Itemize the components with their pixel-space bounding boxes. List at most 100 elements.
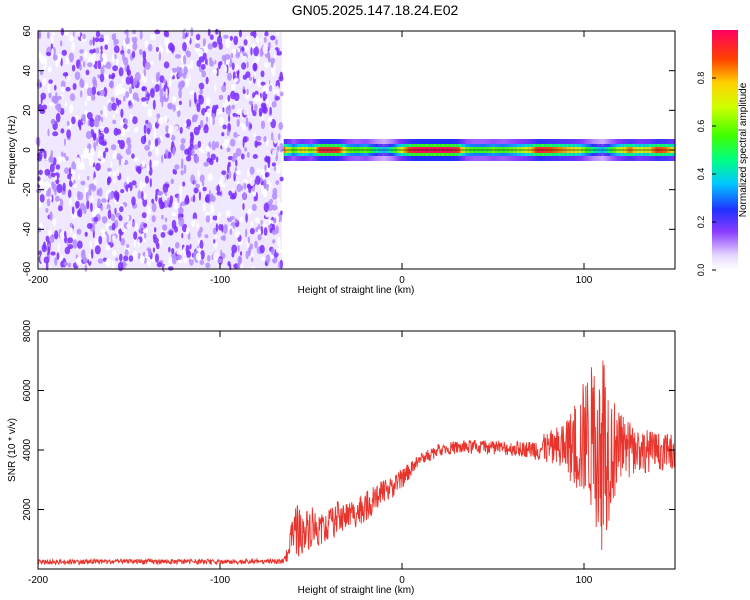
noise-blob (51, 194, 54, 203)
noise-blob (95, 136, 99, 147)
noise-blob (231, 104, 236, 110)
noise-blob (123, 95, 126, 102)
noise-blob (112, 235, 116, 241)
noise-blob (119, 119, 123, 126)
noise-blob (50, 172, 57, 178)
noise-blob (249, 123, 253, 130)
noise-blob (235, 159, 238, 167)
noise-blob (170, 134, 176, 141)
noise-blob (168, 230, 174, 236)
noise-blob (48, 156, 54, 163)
noise-blob (85, 191, 89, 202)
noise-blob (97, 198, 101, 208)
noise-blob (190, 27, 194, 37)
noise-blob (193, 194, 196, 203)
noise-blob (91, 196, 94, 204)
noise-blob (141, 212, 147, 219)
colorbar-gradient (712, 30, 738, 270)
noise-blob (118, 82, 123, 92)
noise-blob (156, 113, 161, 119)
noise-blob (207, 254, 211, 262)
noise-blob (209, 57, 213, 62)
noise-blob (63, 230, 67, 238)
noise-blob (92, 133, 97, 142)
noise-blob (202, 38, 206, 47)
noise-blob (157, 191, 163, 196)
noise-blob (154, 29, 161, 35)
noise-blob (278, 122, 284, 130)
noise-blob (260, 184, 264, 190)
noise-blob (110, 213, 116, 222)
noise-blob (192, 144, 199, 150)
noise-blob (227, 72, 232, 81)
noise-blob (237, 70, 240, 79)
noise-blob (214, 234, 217, 239)
noise-blob (268, 84, 273, 92)
noise-blob (217, 258, 224, 264)
noise-blob (129, 113, 133, 122)
noise-blob (246, 151, 250, 158)
noise-blob (179, 202, 182, 213)
noise-blob (77, 209, 81, 217)
noise-blob (79, 123, 82, 131)
noise-blob (156, 242, 160, 250)
noise-blob (254, 103, 258, 112)
noise-blob (98, 187, 103, 197)
noise-blob (79, 64, 83, 71)
noise-blob (197, 140, 202, 148)
snr-panel: -200 -100 0 100 2000 4000 6000 8000 Height of s… (7, 319, 676, 596)
noise-blob (111, 260, 115, 269)
noise-blob (204, 195, 210, 203)
noise-blob (178, 71, 182, 78)
noise-blob (112, 249, 117, 257)
noise-blob (233, 78, 238, 83)
noise-blob (114, 87, 120, 97)
noise-blob (83, 205, 87, 215)
noise-blob (167, 103, 172, 109)
noise-blob (68, 167, 71, 176)
noise-blob (267, 117, 273, 123)
figure-title: GN05.2025.147.18.24.E02 (292, 2, 459, 18)
noise-blob (131, 36, 138, 44)
noise-blob (61, 157, 66, 162)
noise-blob (57, 156, 62, 164)
colorbar-tick-label: 0.6 (696, 120, 706, 133)
noise-blob (178, 89, 182, 99)
noise-blob (275, 96, 280, 101)
noise-blob (277, 236, 281, 246)
noise-blob (112, 119, 117, 125)
noise-blob (204, 111, 209, 117)
noise-blob (164, 217, 168, 222)
noise-blob (237, 48, 241, 53)
noise-blob (178, 192, 182, 203)
noise-blob (100, 205, 104, 211)
noise-blob (75, 257, 82, 267)
noise-blob (52, 218, 57, 226)
noise-blob (212, 215, 218, 221)
noise-blob (253, 196, 257, 202)
noise-blob (203, 124, 209, 134)
noise-blob (226, 173, 229, 180)
noise-blob (80, 250, 85, 260)
noise-blob (222, 124, 227, 130)
noise-blob (247, 208, 253, 215)
noise-blob (151, 198, 155, 204)
noise-blob (71, 206, 75, 215)
noise-blob (79, 49, 85, 54)
noise-blob (120, 108, 124, 118)
noise-blob (200, 119, 204, 128)
noise-blob (247, 38, 250, 44)
y-tick-label: 40 (22, 65, 33, 77)
noise-blob (171, 67, 177, 73)
noise-blob (61, 49, 67, 56)
noise-blob (265, 138, 269, 147)
noise-blob (222, 224, 228, 235)
noise-blob (250, 47, 253, 56)
noise-blob (86, 200, 90, 210)
noise-blob (143, 223, 148, 228)
noise-blob (210, 153, 216, 161)
noise-blob (156, 74, 159, 83)
noise-blob (239, 122, 243, 127)
noise-blob (132, 41, 138, 51)
noise-blob (240, 153, 245, 160)
